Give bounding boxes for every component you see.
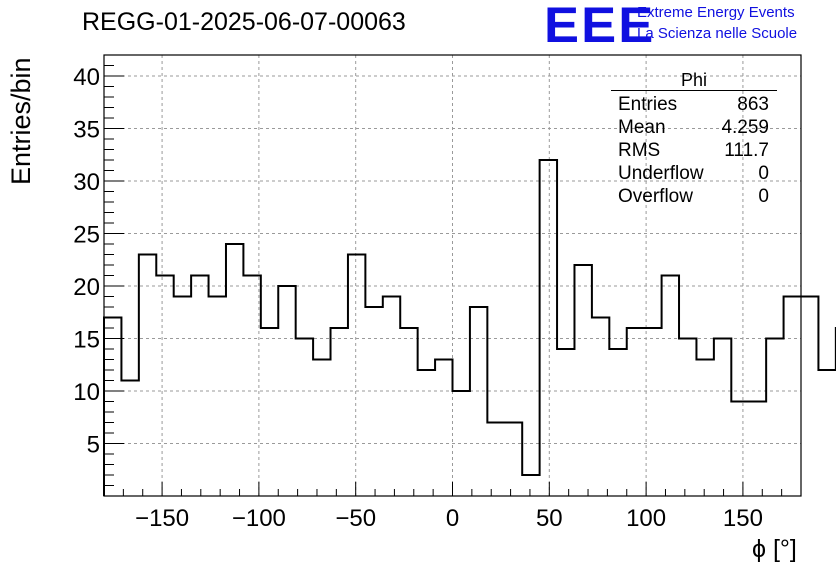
stats-box-title: Phi (611, 70, 777, 91)
x-tick-label: −100 (232, 505, 286, 532)
histogram-bin (418, 370, 435, 496)
y-tick-label: 15 (73, 327, 100, 354)
stats-row-overflow: Overflow 0 (611, 185, 777, 208)
histogram-bin (453, 391, 470, 496)
histogram-bin (731, 402, 748, 497)
histogram-bin (801, 297, 818, 497)
x-tick-label: 150 (723, 505, 763, 532)
y-tick-label: 10 (73, 379, 100, 406)
stats-row-underflow: Underflow 0 (611, 162, 777, 185)
y-tick-label: 20 (73, 274, 100, 301)
stats-row-rms: RMS 111.7 (611, 139, 777, 162)
x-tick-label: 50 (536, 505, 563, 532)
histogram-bin (679, 339, 696, 497)
histogram-bin (243, 276, 260, 497)
x-tick-label: 0 (446, 505, 459, 532)
stats-value: 111.7 (724, 140, 769, 161)
y-tick-label: 5 (87, 432, 100, 459)
stats-box: Phi Entries 863 Mean 4.259 RMS 111.7 Und… (611, 70, 777, 208)
histogram-bin (121, 381, 138, 497)
histogram-bin (557, 349, 574, 496)
histogram-bin (191, 276, 208, 497)
stats-row-mean: Mean 4.259 (611, 116, 777, 139)
histogram-bin (331, 328, 348, 496)
x-tick-label: 100 (626, 505, 666, 532)
histogram-bin (662, 276, 679, 497)
histogram-bin (104, 318, 121, 497)
histogram-bin (522, 475, 539, 496)
stats-label: Overflow (618, 186, 693, 207)
histogram-bin (644, 328, 661, 496)
brand-line-1: Extreme Energy Events (637, 4, 795, 21)
stats-value: 863 (737, 94, 769, 115)
y-axis-label: Entries/bin (6, 57, 36, 185)
stats-label: Mean (618, 117, 666, 138)
histogram-bin (383, 297, 400, 497)
histogram-bin (296, 339, 313, 497)
y-tick-label: 40 (73, 64, 100, 91)
y-tick-label: 30 (73, 169, 100, 196)
histogram-bin (784, 297, 801, 497)
histogram-bin (818, 370, 835, 496)
tick-labels: −150 −100 −50 0 50 100 150 5 10 15 20 25 30 35 40 (73, 64, 763, 532)
plot-title: REGG-01-2025-06-07-00063 (82, 8, 406, 36)
histogram-bin (540, 160, 557, 496)
stats-label: RMS (618, 140, 661, 161)
x-tick-label: −50 (335, 505, 376, 532)
y-tick-label: 25 (73, 222, 100, 249)
histogram-bin (714, 339, 731, 497)
stats-label: Underflow (618, 163, 704, 184)
histogram-bin (609, 349, 626, 496)
x-axis-label: ϕ [°] (752, 535, 797, 563)
y-tick-label: 35 (73, 117, 100, 144)
eee-logo: EEE (544, 0, 656, 53)
histogram-bin (696, 360, 713, 497)
histogram-bin (766, 339, 783, 497)
stats-label: Entries (618, 94, 678, 115)
x-tick-label: −150 (135, 505, 189, 532)
stats-value: 0 (758, 186, 769, 207)
grid-lines (104, 55, 801, 496)
axis-ticks (103, 65, 802, 496)
histogram-bin (209, 297, 226, 497)
histogram-bin (365, 307, 382, 496)
histogram-bin (261, 328, 278, 496)
histogram-bin (592, 318, 609, 497)
histogram-bin (487, 423, 504, 497)
histogram-bin (627, 328, 644, 496)
stats-row-entries: Entries 863 (611, 93, 777, 116)
histogram-bin (156, 276, 173, 497)
histogram-bin (574, 265, 591, 496)
histogram-bin (226, 244, 243, 496)
histogram-bin (505, 423, 522, 497)
histogram-bin (313, 360, 330, 497)
stats-value: 0 (758, 163, 769, 184)
histogram-bin (749, 402, 766, 497)
histogram-bin (470, 307, 487, 496)
histogram-bin (348, 255, 365, 497)
histogram-bin (139, 255, 156, 497)
histogram-bin (400, 328, 417, 496)
histogram-bin (174, 297, 191, 497)
histogram-bin (435, 360, 452, 497)
brand-line-2: La Scienza nelle Scuole (637, 25, 798, 42)
stats-value: 4.259 (721, 117, 769, 138)
